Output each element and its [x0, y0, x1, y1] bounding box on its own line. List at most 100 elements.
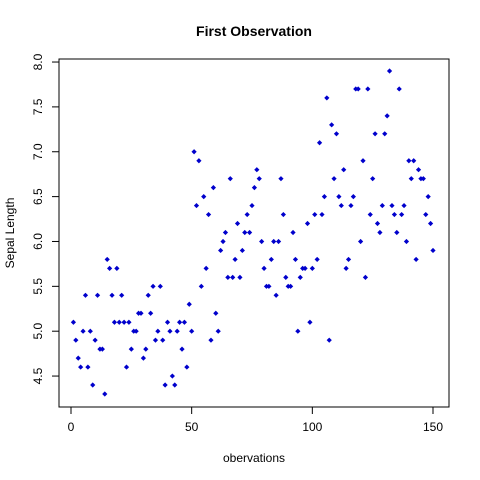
data-point: [391, 211, 397, 218]
data-point: [309, 265, 315, 271]
data-point: [220, 238, 226, 245]
data-point: [314, 256, 320, 263]
data-point: [413, 256, 419, 263]
data-point: [145, 292, 151, 298]
data-point: [87, 328, 93, 334]
data-point: [341, 167, 347, 173]
data-point: [213, 310, 219, 316]
data-point: [271, 238, 277, 245]
x-tick-label: 150: [423, 420, 443, 434]
data-point: [358, 238, 364, 245]
data-point: [336, 194, 342, 200]
x-tick-label: 100: [302, 420, 322, 434]
data-point: [365, 86, 371, 92]
data-point: [360, 158, 366, 164]
data-point: [126, 319, 132, 325]
data-point: [389, 202, 395, 209]
data-point: [319, 211, 325, 218]
x-tick-label: 0: [68, 420, 75, 434]
data-point: [290, 229, 296, 236]
data-point: [345, 256, 352, 263]
data-point: [123, 364, 130, 370]
data-point: [372, 131, 378, 137]
data-point: [218, 247, 224, 254]
data-point: [338, 202, 344, 209]
data-point: [102, 391, 108, 397]
data-point: [208, 337, 214, 343]
data-point: [326, 337, 332, 343]
data-point: [367, 211, 373, 218]
data-point: [227, 176, 233, 182]
chart-title: First Observation: [196, 23, 312, 39]
data-point: [191, 149, 197, 155]
data-point: [249, 202, 255, 209]
data-point: [205, 211, 212, 218]
data-point: [355, 86, 361, 92]
data-point: [273, 292, 279, 298]
data-point: [406, 158, 412, 164]
data-point: [348, 202, 354, 209]
data-point: [174, 328, 180, 334]
data-point: [234, 220, 241, 227]
data-point: [92, 337, 98, 343]
data-point: [75, 355, 81, 361]
data-point: [128, 346, 134, 352]
data-point: [114, 265, 120, 271]
data-point: [430, 247, 436, 254]
data-point: [169, 373, 175, 379]
data-point: [210, 185, 216, 191]
data-point: [288, 283, 294, 289]
data-point: [155, 328, 161, 334]
data-point: [331, 176, 337, 182]
data-point: [198, 283, 204, 289]
data-point: [382, 131, 388, 137]
data-point: [379, 202, 385, 209]
data-point: [261, 265, 267, 271]
data-point: [148, 310, 154, 316]
data-point: [90, 382, 96, 388]
data-point: [427, 220, 434, 227]
data-point: [82, 292, 89, 298]
data-point: [121, 319, 127, 325]
data-point: [160, 337, 166, 343]
data-point: [333, 131, 340, 137]
data-point: [415, 167, 422, 173]
y-tick-label: 7.0: [31, 143, 45, 160]
data-point: [420, 176, 426, 182]
data-point: [107, 265, 113, 271]
data-point: [111, 319, 118, 325]
data-points: [70, 68, 436, 397]
data-point: [266, 283, 272, 289]
data-point: [150, 283, 156, 289]
y-tick-label: 5.0: [31, 323, 45, 340]
data-point: [80, 328, 86, 334]
data-point: [186, 301, 192, 307]
data-point: [396, 86, 402, 92]
data-point: [196, 158, 202, 164]
data-point: [203, 265, 209, 271]
data-point: [302, 265, 308, 271]
data-point: [225, 274, 231, 280]
data-point: [222, 229, 229, 236]
data-point: [109, 292, 115, 298]
data-point: [374, 220, 381, 227]
y-tick-label: 6.5: [31, 188, 45, 205]
data-point: [133, 328, 139, 334]
data-point: [184, 364, 190, 370]
data-point: [189, 328, 195, 334]
y-tick-label: 5.5: [31, 278, 45, 295]
data-point: [246, 229, 253, 236]
data-point: [312, 211, 318, 218]
data-point: [172, 382, 178, 388]
data-point: [251, 185, 258, 191]
data-point: [316, 140, 323, 146]
plot-area-frame: [58, 58, 450, 408]
data-point: [78, 364, 84, 370]
data-point: [408, 176, 414, 182]
data-point: [256, 176, 262, 182]
data-point: [362, 274, 369, 280]
data-point: [85, 364, 91, 370]
data-point: [143, 346, 149, 352]
data-point: [242, 229, 248, 236]
y-tick-label: 7.5: [31, 98, 45, 115]
